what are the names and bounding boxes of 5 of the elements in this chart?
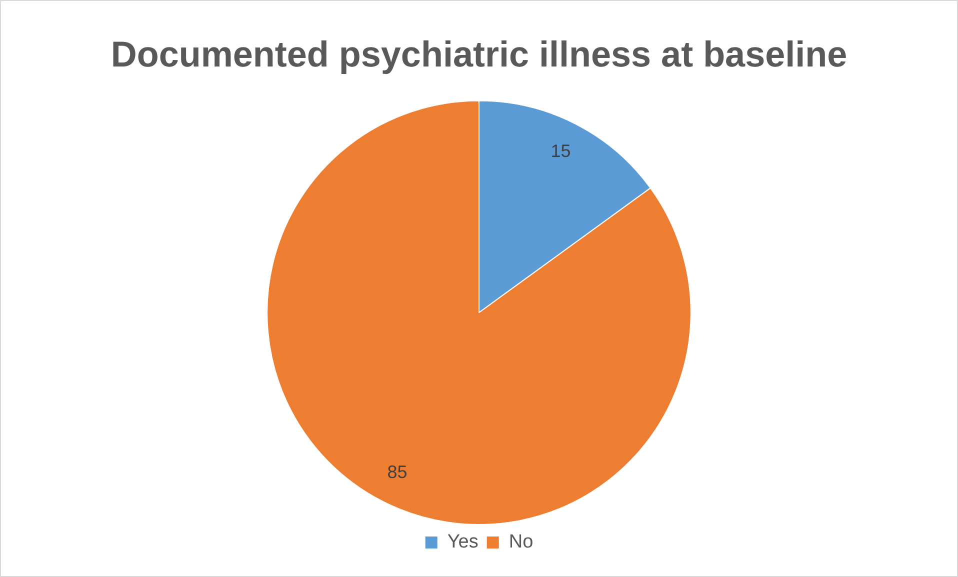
data-label: 85 (387, 462, 408, 482)
legend-label: No (508, 532, 534, 553)
data-label: 15 (550, 141, 571, 162)
chart-title: Documented psychiatric illness at baseline (110, 34, 848, 75)
legend-label: Yes (447, 532, 478, 553)
